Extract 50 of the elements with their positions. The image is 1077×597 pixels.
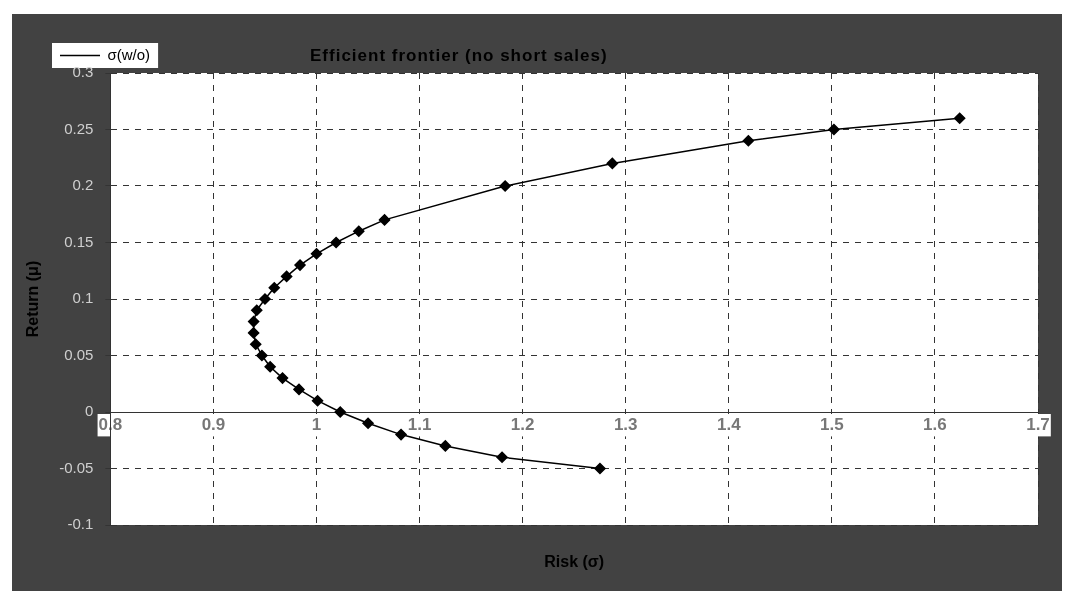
point	[264, 361, 276, 373]
x-tick-label: 1.1	[407, 414, 432, 434]
point	[247, 315, 260, 328]
point	[742, 135, 755, 147]
point	[353, 225, 365, 237]
point	[310, 248, 323, 260]
point	[259, 293, 271, 305]
x-tick-label: 1.4	[716, 414, 742, 434]
point	[496, 451, 508, 463]
point	[247, 327, 260, 339]
legend-label: σ(w/o)	[107, 45, 151, 63]
x-tick-label: 1	[311, 414, 322, 434]
point	[256, 349, 268, 362]
x-tick-label: 1.3	[613, 414, 638, 434]
point	[268, 281, 281, 294]
point	[362, 417, 374, 430]
point	[828, 123, 840, 136]
y-tick-label: 0.25	[64, 119, 94, 137]
x-tick-label: 1.6	[923, 414, 947, 434]
point	[439, 440, 452, 452]
point	[293, 383, 305, 396]
point	[395, 428, 407, 441]
point	[249, 338, 262, 350]
point	[330, 236, 342, 249]
x-axis-title: Risk (σ)	[544, 553, 605, 571]
point	[251, 304, 263, 317]
y-tick-label: -0.1	[67, 515, 94, 533]
point	[953, 112, 966, 124]
y-axis-title: Return (μ)	[24, 260, 42, 338]
point	[594, 462, 606, 475]
y-tick-label: -0.05	[59, 458, 94, 476]
point	[499, 180, 511, 192]
x-tick-label: 1.2	[510, 414, 535, 434]
y-tick-label: 0.1	[72, 289, 94, 307]
chart-title: Efficient frontier (no short sales)	[310, 46, 608, 66]
x-tick-label: 0.9	[201, 414, 226, 434]
y-tick-label: 0.3	[72, 63, 94, 81]
point	[606, 157, 619, 170]
y-tick-label: 0	[85, 402, 94, 420]
x-tick-label: 1.5	[820, 414, 844, 434]
point	[311, 394, 324, 407]
point	[378, 214, 391, 226]
point	[280, 270, 293, 283]
point	[276, 372, 289, 384]
y-tick-label: 0.15	[64, 232, 94, 250]
x-tick-label: 1.7	[1026, 414, 1050, 434]
y-tick-label: 0.2	[72, 176, 94, 194]
y-tick-label: 0.05	[64, 345, 94, 363]
point	[294, 259, 306, 271]
point	[334, 406, 346, 418]
